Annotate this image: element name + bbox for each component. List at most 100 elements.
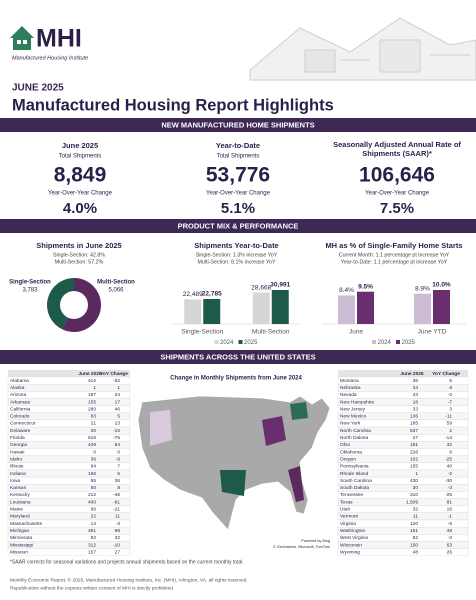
section-band [0, 118, 476, 132]
state-shipments: 120 [410, 521, 418, 527]
state-name: Vermont [340, 514, 359, 520]
state-name: Minnesota [10, 535, 32, 541]
table-header: June 2025 [78, 371, 102, 377]
map-credit: © GeoNames, Microsoft, TomTom [273, 545, 330, 549]
state-shipments: 400 [88, 499, 96, 505]
state-shipments: 30 [413, 485, 419, 491]
state-name: Illinois [10, 464, 24, 470]
bar [338, 295, 355, 324]
state-change: -11 [445, 414, 452, 420]
state-name: Tennessee [340, 492, 364, 498]
state-name: Virginia [340, 521, 356, 527]
legend-swatch [396, 340, 400, 344]
state-change: -25 [445, 492, 452, 498]
state-name: Hawaii [10, 449, 24, 455]
state-change: 24 [115, 392, 121, 398]
legend-label: 2024 [220, 340, 234, 346]
state-shipments: 157 [88, 549, 96, 555]
state-name: Rhode Island [340, 471, 369, 477]
state-shipments: 1,509 [406, 499, 418, 505]
legend-swatch [372, 340, 376, 344]
state-change: -5 [448, 521, 453, 527]
state-change: 1 [117, 385, 120, 391]
section-band [0, 350, 476, 364]
table-row [7, 434, 131, 442]
state-change: 8 [449, 385, 452, 391]
state-change: 54 [115, 442, 121, 448]
state-change: 13 [115, 421, 121, 427]
state-name: New Mexico [340, 414, 366, 420]
state-name: Indiana [10, 471, 26, 477]
chart-note: Single-Section: 1.3% increase YoY [196, 252, 278, 258]
state-name: South Dakota [340, 485, 369, 491]
map-credit: Powered by Bing [301, 539, 330, 543]
state-change: -30 [445, 478, 452, 484]
state-change: 7 [117, 464, 120, 470]
state-name: Kansas [10, 485, 27, 491]
state-name: Connecticut [10, 421, 36, 427]
bar [271, 290, 289, 324]
state-shipments: 55 [91, 478, 97, 484]
state-shipments: 36 [413, 378, 419, 384]
state-change: -1 [448, 514, 453, 520]
state-name: North Carolina [340, 428, 371, 434]
state-shipments: 361 [88, 528, 96, 534]
footnote: *SAAR corrects for seasonal variations a… [10, 559, 244, 565]
state-change: 59 [447, 421, 453, 427]
logo-subtitle: Manufactured Housing Institute [12, 55, 88, 61]
state-change: -10 [113, 542, 120, 548]
state-shipments: 34 [413, 385, 419, 391]
logo [10, 26, 34, 50]
state-name: Pennsylvania [340, 464, 369, 470]
stat-change-label: Year-Over-Year Change [365, 191, 430, 197]
state-change: 3 [449, 406, 452, 412]
state-change: 32 [447, 442, 453, 448]
legend-label: 2024 [378, 340, 392, 346]
state-shipments: 212 [88, 492, 96, 498]
section-heading: SHIPMENTS ACROSS THE UNITED STATES [160, 352, 315, 361]
state-change: 11 [115, 514, 120, 520]
donut-slice [46, 277, 74, 330]
category-label: June YTD [418, 329, 447, 336]
state-name: Colorado [10, 414, 30, 420]
state-name: Maryland [10, 514, 30, 520]
stat-change: 7.5% [380, 200, 414, 217]
report-date: JUNE 2025 [12, 83, 64, 94]
bar-value-label: 8.9% [415, 285, 430, 292]
state-change: 27 [115, 549, 121, 555]
donut-value: 5,066 [108, 288, 124, 294]
chart-note: Multi-Section: 57.2% [55, 259, 104, 265]
chart-title: Shipments Year-to-Date [194, 241, 278, 250]
state-change: -15 [113, 428, 120, 434]
state-shipments: 92 [91, 535, 97, 541]
state-shipments: 312 [88, 542, 96, 548]
donut-category: Multi-Section [97, 280, 135, 286]
state-shipments: 310 [410, 492, 418, 498]
table-header: YoY Change [100, 371, 128, 377]
state-shipments: 537 [410, 428, 418, 434]
bar [184, 299, 202, 324]
state-name: Wisconsin [340, 542, 362, 548]
bar-value-label: 8.4% [339, 287, 354, 294]
state-name: South Carolina [340, 478, 372, 484]
state-shipments: 43 [413, 392, 419, 398]
bar-value-label: 28,668 [251, 284, 271, 291]
table-header: June 2025 [400, 371, 424, 377]
state-name: Idaho [10, 456, 22, 462]
stat-sublabel: Total Shipments [59, 154, 102, 160]
legend-swatch [214, 340, 219, 344]
state-change: 0 [117, 449, 120, 455]
state-shipments: 516 [88, 435, 96, 441]
table-header-bg [338, 370, 468, 377]
state-shipments: 150 [410, 542, 418, 548]
state-shipments: 22 [91, 514, 97, 520]
table-row [7, 505, 131, 514]
stat-change: 5.1% [221, 200, 255, 217]
state-shipments: 181 [410, 442, 418, 448]
donut-value: 3,783 [22, 288, 38, 294]
table-header: YoY Change [432, 371, 460, 377]
table-header-bg [8, 370, 130, 377]
state-shipments: 412 [88, 378, 96, 384]
state-shipments: 27 [413, 435, 419, 441]
state-name: Utah [340, 507, 350, 513]
